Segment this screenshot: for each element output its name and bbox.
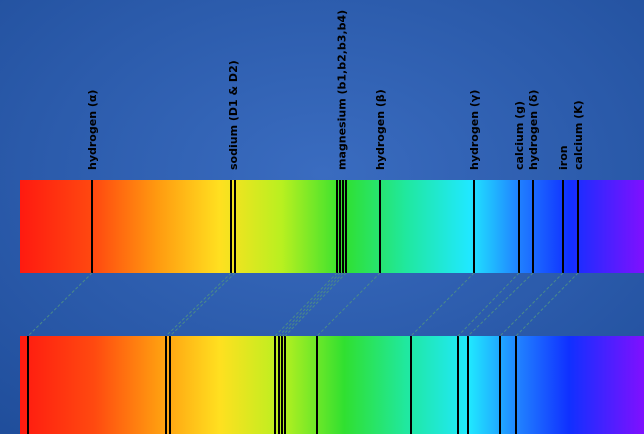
line-label: sodium (D1 & D2)	[227, 60, 240, 170]
line-label: calcium (g)	[513, 101, 526, 170]
spectrum-diagram: hydrogen (α) sodium (D1 & D2) magnesium (b…	[0, 0, 644, 434]
spectrum-bottom	[20, 336, 644, 434]
line-label: iron	[557, 145, 570, 170]
line-label: hydrogen (α)	[86, 90, 99, 170]
spectrum-top	[20, 180, 644, 273]
line-label: calcium (K)	[572, 100, 585, 170]
line-label: hydrogen (δ)	[527, 90, 540, 170]
line-label: magnesium (b1,b2,b3,b4)	[336, 10, 349, 170]
line-label: hydrogen (γ)	[468, 90, 481, 170]
line-label: hydrogen (β)	[374, 89, 387, 170]
